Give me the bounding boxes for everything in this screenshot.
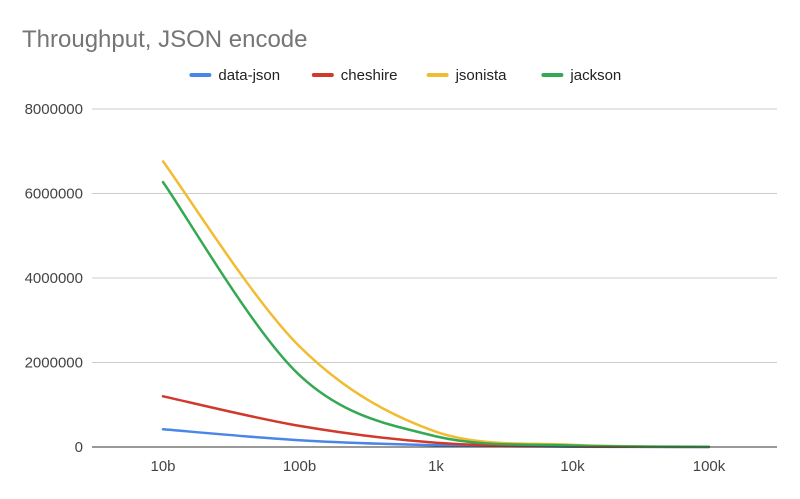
legend-label: jsonista [455,67,508,84]
legend-item-cheshire: cheshire [311,67,398,84]
gridlines [92,108,777,363]
x-tick-label: 100b [283,458,316,475]
y-tick-label: 6000000 [25,186,83,203]
legend-label: cheshire [341,67,398,84]
y-tick-label: 4000000 [25,270,83,287]
y-tick-label: 0 [75,439,83,456]
series-line-jackson [161,180,711,449]
legend-label: jackson [569,67,621,84]
legend-label: data-json [218,67,280,84]
series-line-jsonista [161,160,711,449]
legend-item-jackson: jackson [541,67,621,84]
legend: data-json cheshire jsonista jackson [189,67,621,84]
series-line-cheshire [161,395,711,449]
y-axis-tick-labels: 0 2000000 4000000 6000000 8000000 [25,101,83,456]
y-tick-label: 2000000 [25,355,83,372]
x-tick-label: 10k [560,458,585,475]
legend-item-data-json: data-json [189,67,280,84]
x-tick-label: 10b [150,458,175,475]
chart-title: Throughput, JSON encode [22,26,308,53]
x-tick-label: 100k [693,458,726,475]
legend-item-jsonista: jsonista [426,67,508,84]
x-axis-tick-labels: 10b 100b 1k 10k 100k [150,458,725,475]
y-tick-label: 8000000 [25,101,83,118]
series-lines [161,160,711,449]
x-tick-label: 1k [428,458,444,475]
